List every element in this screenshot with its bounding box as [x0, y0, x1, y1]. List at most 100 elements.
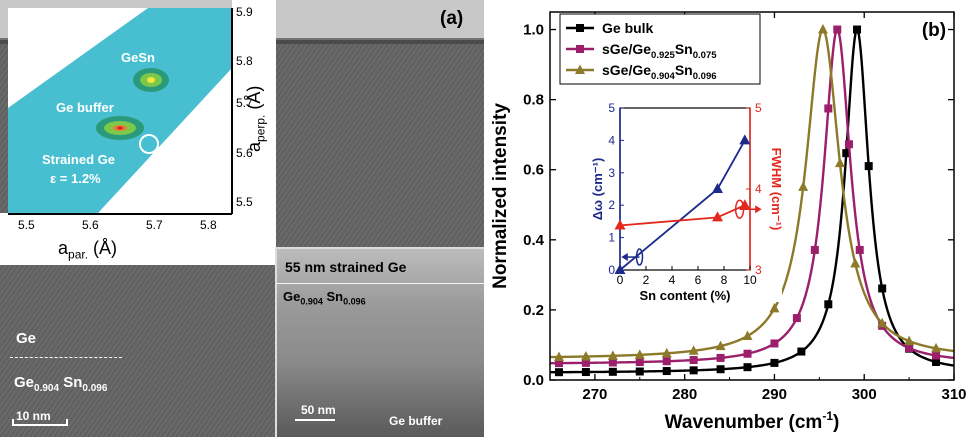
series-point-1	[932, 351, 941, 360]
series-point-1	[635, 358, 644, 367]
series-point-2	[904, 335, 915, 346]
inset-x-tick-label: 0	[617, 273, 624, 287]
rsm-peak-buffer-label: Ge buffer	[56, 100, 114, 115]
rsm-y-axis-symbol: a	[244, 141, 264, 152]
rsm-map	[8, 8, 232, 213]
inset-y-right-tick-label: 3	[755, 263, 762, 277]
inset-y-axis-title: Δω (cm⁻¹)	[590, 158, 605, 221]
rsm-x-tick-label: 5.7	[146, 218, 163, 232]
series-point-1	[810, 245, 819, 254]
rsm-y-tick-label: 5.6	[236, 146, 253, 160]
x-axis-title: Wavenumber (cm-1)	[665, 409, 840, 433]
rsm-x-tick-label: 5.6	[82, 218, 99, 232]
series-point-0	[662, 367, 671, 376]
rsm-x-axis-area	[0, 213, 276, 265]
series-point-0	[878, 284, 887, 293]
plot-frame	[549, 11, 955, 381]
series-point-1	[581, 358, 590, 367]
series-point-2	[850, 257, 861, 268]
inset-x-tick-label: 6	[695, 273, 702, 287]
y-tick-label: 1.0	[523, 22, 544, 39]
series-point-0	[864, 162, 873, 171]
legend-entry-segment: sGe/Ge	[602, 62, 651, 78]
legend-entry-segment: sGe/Ge	[602, 41, 651, 57]
scale-bar-left-tick	[12, 419, 14, 426]
series-point-1	[855, 245, 864, 254]
inset-x-tick-label: 2	[643, 273, 650, 287]
legend-entry-subscript: 0.096	[693, 71, 717, 82]
series-point-2	[607, 350, 618, 360]
series-point-2	[769, 302, 780, 313]
inset-x-tick-label: 10	[743, 273, 757, 287]
series-point-2	[661, 347, 672, 358]
series-point-0	[824, 300, 833, 309]
series-point-2	[834, 157, 845, 168]
series-point-1	[689, 356, 698, 365]
series-point-1	[743, 349, 752, 358]
series-point-1	[824, 104, 833, 113]
gesn-sub1: 0.904	[34, 383, 60, 394]
series-point-2	[742, 330, 753, 340]
rsm-x-axis-title: apar. (Å)	[58, 238, 117, 262]
series-point-1	[608, 358, 617, 367]
inset-y-tick-label: 5	[608, 101, 615, 115]
scale-bar	[12, 424, 68, 426]
series-point-0	[581, 368, 590, 377]
inset-layer-sub1: 0.904	[300, 296, 323, 307]
series-point-0	[635, 367, 644, 376]
rsm-y-tick-label: 5.5	[236, 195, 253, 209]
series-point-1	[844, 140, 853, 149]
series-point-2	[877, 317, 888, 328]
inset-frame	[619, 107, 751, 271]
panel-b-raman: 270 280 290 300 310 0.0 0.2 0.4 0.6 0.8 1.0 Wavenum…	[484, 0, 966, 437]
x-axis-title-segment: )	[833, 412, 839, 433]
series-point-0	[743, 363, 752, 372]
inset-x-axis-title: Sn content (%)	[640, 288, 731, 303]
series-point-1	[833, 25, 842, 34]
series-point-1	[662, 357, 671, 366]
inset-buffer-label: Ge buffer	[389, 414, 443, 428]
gesn-sub2: 0.096	[82, 383, 108, 394]
series-point-1	[905, 344, 914, 353]
series-point-0	[770, 358, 779, 367]
x-tick-label: 270	[582, 386, 607, 403]
inset-series-point-1	[739, 199, 751, 210]
series-point-2	[634, 349, 645, 359]
rsm-y-axis-unit: (Å)	[244, 85, 264, 110]
legend-entry: Ge bulk	[602, 20, 654, 36]
inset-series-point-1	[712, 211, 723, 222]
panel-a-label: (a)	[440, 8, 464, 29]
inset-layer-mid: Sn	[326, 289, 344, 304]
legend-entry-segment: Sn	[675, 62, 693, 78]
series-point-1	[792, 314, 801, 323]
series-point-1	[716, 353, 725, 362]
rsm-x-axis-unit: (Å)	[93, 238, 118, 258]
inset-series-point-0	[739, 134, 751, 145]
inset-series-point-0	[712, 183, 723, 193]
inset-right-arrow-head	[755, 205, 762, 214]
gesn-base: Ge	[14, 374, 35, 391]
inset-series-point-0	[614, 264, 626, 274]
y-tick-label: 0.4	[523, 232, 545, 249]
rsm-x-axis-sub: par.	[68, 247, 89, 262]
inset-x-tick-label: 4	[669, 273, 676, 287]
inset-tem-surface-line	[277, 283, 484, 284]
legend-entry-subscript: 0.075	[693, 50, 718, 61]
scale-bar-label: 10 nm	[16, 409, 51, 423]
rsm-axis-line-x	[8, 213, 232, 215]
y-tick-label: 0.0	[523, 372, 544, 389]
rsm-x-axis-symbol: a	[58, 238, 69, 258]
gesn-mid: Sn	[63, 374, 83, 391]
series-line-0	[550, 27, 955, 374]
layer-gesn-label: Ge0.904 Sn0.096	[14, 374, 107, 394]
rsm-axis-line-y	[231, 8, 233, 214]
series-point-1	[770, 339, 779, 348]
inset-y-right-tick-label: 5	[755, 101, 762, 115]
y-tick-label: 0.8	[523, 92, 544, 109]
legend-entry: sGe/Ge0.904Sn0.096	[602, 62, 717, 82]
y-tick-label: 0.2	[523, 302, 544, 319]
inset-x-tick-label: 8	[721, 273, 728, 287]
x-axis-title-segment: -1	[822, 409, 833, 423]
legend-entry-segment: Ge bulk	[602, 20, 654, 36]
rsm-y-tick-label: 5.8	[236, 54, 253, 68]
